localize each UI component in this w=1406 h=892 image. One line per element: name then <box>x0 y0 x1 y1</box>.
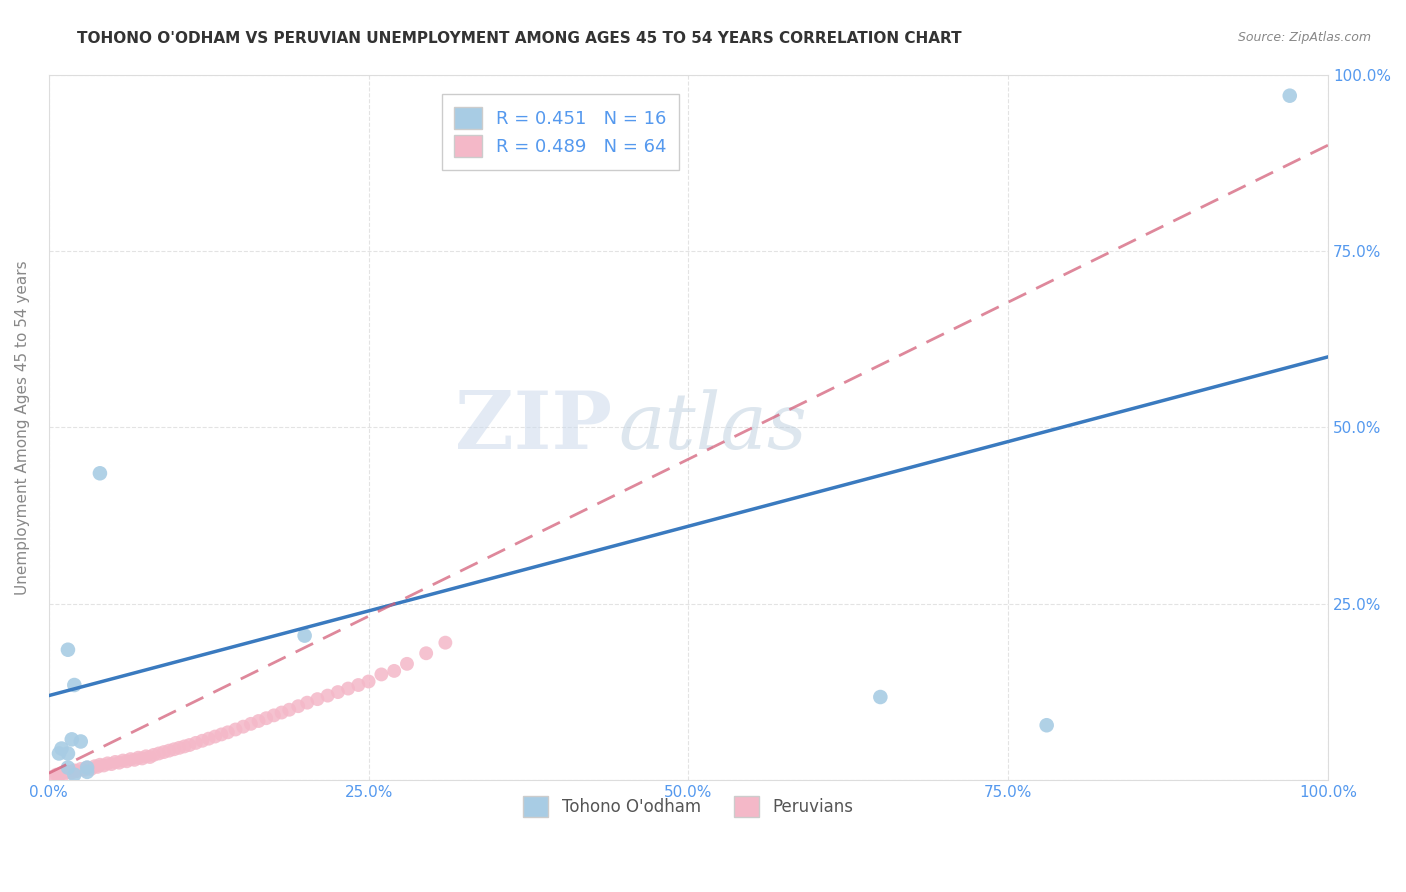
Point <box>41 770 63 784</box>
Point <box>316 689 339 703</box>
Text: ZIP: ZIP <box>454 388 612 467</box>
Point <box>153 745 176 759</box>
Point <box>124 753 146 767</box>
Point <box>295 696 318 710</box>
Point <box>167 740 190 755</box>
Point <box>254 711 277 725</box>
Point <box>184 736 207 750</box>
Point <box>69 762 91 776</box>
Point <box>56 642 79 657</box>
Point <box>63 764 86 778</box>
Point <box>163 742 186 756</box>
Point <box>53 767 76 781</box>
Point <box>1035 718 1057 732</box>
Point <box>294 629 316 643</box>
Point <box>56 747 79 761</box>
Point <box>326 685 349 699</box>
Point <box>108 756 131 770</box>
Text: atlas: atlas <box>619 389 807 466</box>
Point <box>115 754 138 768</box>
Point <box>100 757 122 772</box>
Point <box>45 767 67 781</box>
Point <box>225 723 247 737</box>
Point <box>60 732 83 747</box>
Point <box>204 730 226 744</box>
Point <box>357 674 380 689</box>
Point <box>89 757 111 772</box>
Point <box>157 744 180 758</box>
Point <box>173 739 195 754</box>
Point <box>60 765 83 780</box>
Point <box>434 635 457 649</box>
Point <box>48 768 70 782</box>
Point <box>56 761 79 775</box>
Point <box>337 681 360 696</box>
Point <box>1278 88 1301 103</box>
Point <box>69 734 91 748</box>
Point <box>89 467 111 481</box>
Point <box>63 767 86 781</box>
Point <box>48 747 70 761</box>
Point <box>217 725 239 739</box>
Point <box>51 766 73 780</box>
Point <box>135 749 157 764</box>
Point <box>76 761 98 775</box>
Point <box>131 751 153 765</box>
Point <box>395 657 418 671</box>
Point <box>869 690 891 704</box>
Point <box>51 741 73 756</box>
Point <box>76 761 98 775</box>
Point <box>142 747 165 762</box>
Point <box>63 678 86 692</box>
Point <box>347 678 370 692</box>
Point <box>86 760 108 774</box>
Text: TOHONO O'ODHAM VS PERUVIAN UNEMPLOYMENT AMONG AGES 45 TO 54 YEARS CORRELATION CH: TOHONO O'ODHAM VS PERUVIAN UNEMPLOYMENT … <box>77 31 962 46</box>
Point <box>80 762 103 776</box>
Point <box>263 708 285 723</box>
Point <box>179 738 201 752</box>
Point <box>239 716 262 731</box>
Point <box>415 646 437 660</box>
Point <box>83 759 105 773</box>
Point <box>287 699 309 714</box>
Point <box>382 664 405 678</box>
Point <box>97 756 120 771</box>
Point <box>278 703 301 717</box>
Point <box>127 750 149 764</box>
Point <box>307 692 329 706</box>
Y-axis label: Unemployment Among Ages 45 to 54 years: Unemployment Among Ages 45 to 54 years <box>15 260 30 595</box>
Point <box>139 750 162 764</box>
Text: Source: ZipAtlas.com: Source: ZipAtlas.com <box>1237 31 1371 45</box>
Point <box>66 764 89 778</box>
Point <box>270 706 292 720</box>
Point <box>247 714 270 728</box>
Point <box>370 667 392 681</box>
Point <box>93 758 115 772</box>
Point <box>76 764 98 779</box>
Point <box>56 764 79 779</box>
Point <box>73 763 96 777</box>
Point <box>120 752 142 766</box>
Point <box>191 733 214 747</box>
Point <box>148 747 170 761</box>
Point <box>104 755 127 769</box>
Point <box>197 731 219 746</box>
Point <box>211 727 233 741</box>
Point <box>232 720 254 734</box>
Legend: Tohono O'odham, Peruvians: Tohono O'odham, Peruvians <box>515 788 862 825</box>
Point <box>111 754 134 768</box>
